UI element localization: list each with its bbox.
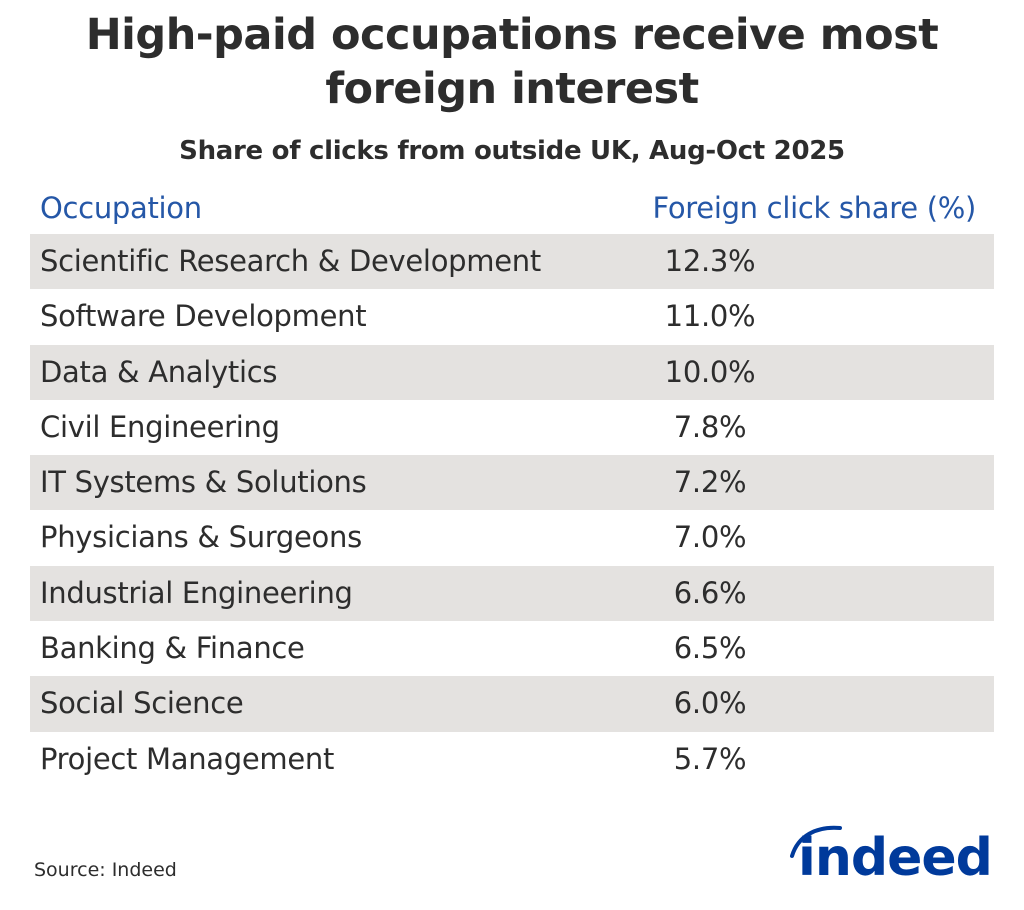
- column-header-occupation: Occupation: [40, 191, 202, 225]
- table-row: Software Development 11.0%: [30, 289, 994, 344]
- chart-title: High-paid occupations receive most forei…: [0, 8, 1024, 116]
- table-row: Scientific Research & Development 12.3%: [30, 234, 994, 290]
- share-cell: 7.2%: [673, 465, 747, 500]
- occupation-cell: Scientific Research & Development: [40, 244, 541, 278]
- share-cell: 7.8%: [673, 409, 747, 444]
- share-cell: 7.0%: [673, 520, 747, 555]
- share-cell: 11.0%: [664, 299, 756, 334]
- occupation-cell: Social Science: [40, 686, 244, 721]
- column-header-share: Foreign click share (%): [652, 191, 977, 225]
- table-row: Data & Analytics 10.0%: [30, 344, 994, 400]
- table-row: Project Management 5.7%: [30, 732, 994, 787]
- occupation-cell: IT Systems & Solutions: [40, 465, 367, 500]
- indeed-logo: indeed: [788, 822, 998, 892]
- occupation-cell: Industrial Engineering: [40, 575, 353, 610]
- share-cell: 10.0%: [664, 354, 756, 389]
- occupation-cell: Project Management: [40, 741, 335, 776]
- logo-wordmark: indeed: [798, 828, 993, 888]
- occupation-cell: Civil Engineering: [40, 409, 280, 444]
- occupation-cell: Banking & Finance: [40, 631, 305, 666]
- table-row: IT Systems & Solutions 7.2%: [30, 455, 994, 511]
- occupation-cell: Data & Analytics: [40, 354, 278, 389]
- share-cell: 6.0%: [673, 686, 747, 721]
- source-note: Source: Indeed: [34, 859, 177, 881]
- table-row: Physicians & Surgeons 7.0%: [30, 510, 994, 565]
- table-header: Occupation Foreign click share (%): [30, 180, 994, 234]
- data-table: Occupation Foreign click share (%) Scien…: [30, 180, 994, 787]
- logo-arc-icon: [790, 825, 842, 858]
- chart-subtitle: Share of clicks from outside UK, Aug-Oct…: [179, 136, 845, 166]
- share-cell: 6.6%: [673, 575, 747, 610]
- share-cell: 12.3%: [664, 244, 756, 278]
- occupation-cell: Physicians & Surgeons: [40, 520, 362, 555]
- table-row: Civil Engineering 7.8%: [30, 400, 994, 455]
- title-line-2: foreign interest: [325, 64, 699, 114]
- title-line-1: High-paid occupations receive most: [85, 10, 939, 60]
- table-row: Industrial Engineering 6.6%: [30, 565, 994, 622]
- table-row: Banking & Finance 6.5%: [30, 621, 994, 676]
- share-cell: 5.7%: [673, 741, 747, 776]
- occupation-cell: Software Development: [40, 299, 367, 334]
- share-cell: 6.5%: [673, 631, 747, 666]
- table-row: Social Science 6.0%: [30, 676, 994, 732]
